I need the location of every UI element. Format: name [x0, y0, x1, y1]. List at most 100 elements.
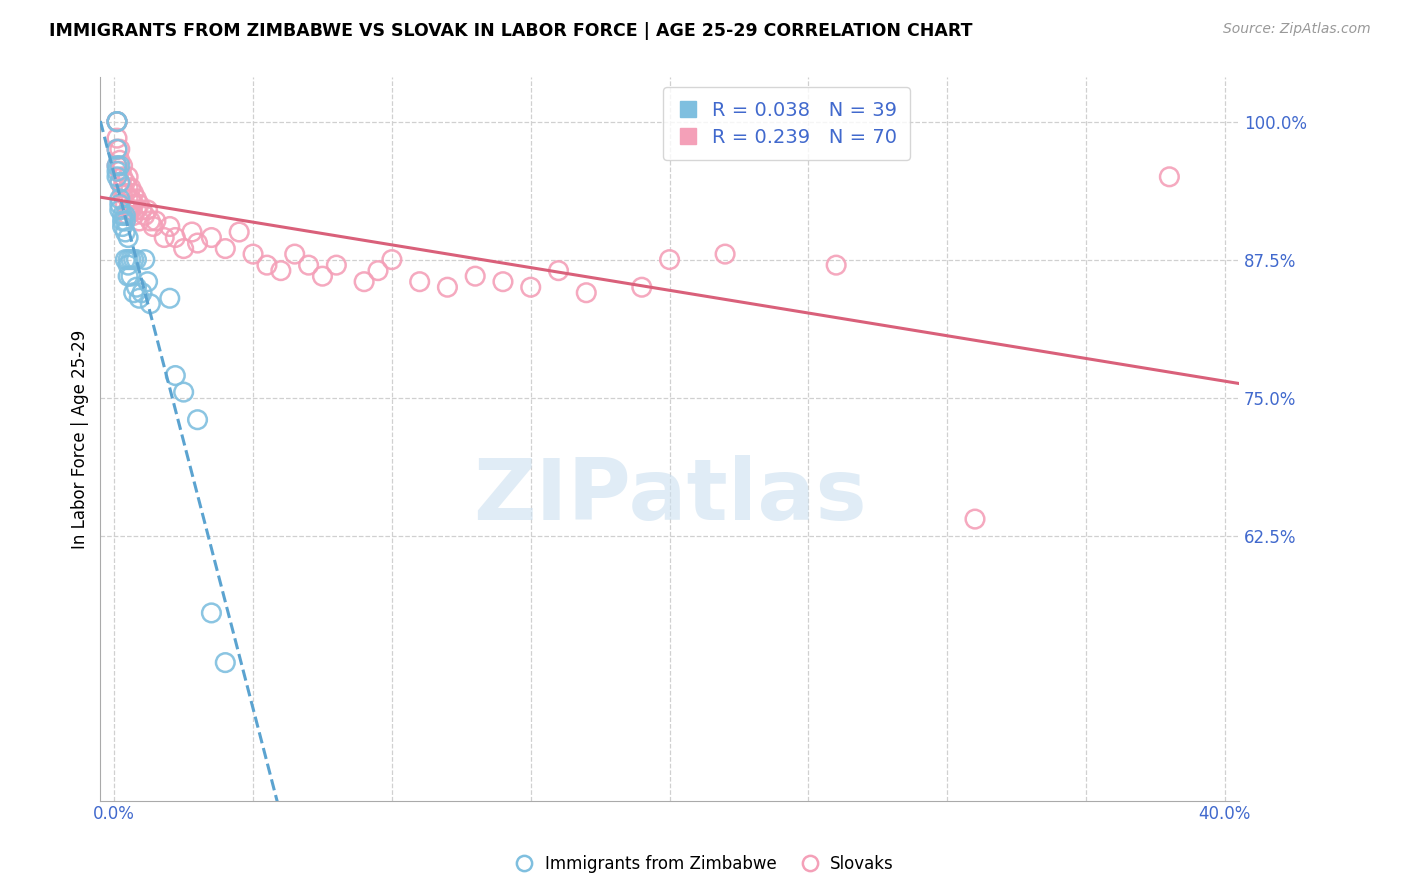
Point	[825, 258, 848, 272]
Point	[117, 252, 139, 267]
Point	[117, 202, 139, 217]
Point	[284, 247, 307, 261]
Point	[108, 153, 131, 168]
Point	[186, 235, 208, 250]
Point	[105, 159, 128, 173]
Point	[122, 186, 145, 201]
Point	[117, 181, 139, 195]
Point	[658, 252, 681, 267]
Point	[186, 413, 208, 427]
Point	[105, 142, 128, 156]
Point	[547, 263, 569, 277]
Point	[1159, 169, 1181, 184]
Point	[108, 175, 131, 189]
Point	[181, 225, 204, 239]
Point	[214, 242, 236, 256]
Point	[128, 197, 150, 211]
Point	[165, 368, 187, 383]
Point	[114, 225, 136, 239]
Point	[111, 214, 134, 228]
Point	[117, 269, 139, 284]
Point	[114, 252, 136, 267]
Point	[492, 275, 515, 289]
Point	[325, 258, 347, 272]
Point	[108, 175, 131, 189]
Point	[131, 202, 153, 217]
Point	[105, 114, 128, 128]
Text: IMMIGRANTS FROM ZIMBABWE VS SLOVAK IN LABOR FORCE | AGE 25-29 CORRELATION CHART: IMMIGRANTS FROM ZIMBABWE VS SLOVAK IN LA…	[49, 22, 973, 40]
Point	[117, 258, 139, 272]
Point	[436, 280, 458, 294]
Point	[464, 269, 486, 284]
Point	[120, 269, 142, 284]
Point	[125, 252, 148, 267]
Point	[122, 252, 145, 267]
Point	[108, 142, 131, 156]
Point	[242, 247, 264, 261]
Point	[134, 252, 156, 267]
Point	[173, 242, 195, 256]
Point	[122, 209, 145, 223]
Point	[120, 192, 142, 206]
Point	[963, 512, 986, 526]
Point	[142, 219, 165, 234]
Point	[117, 209, 139, 223]
Point	[120, 252, 142, 267]
Text: Source: ZipAtlas.com: Source: ZipAtlas.com	[1223, 22, 1371, 37]
Point	[111, 186, 134, 201]
Point	[117, 192, 139, 206]
Point	[105, 114, 128, 128]
Point	[139, 297, 162, 311]
Point	[114, 209, 136, 223]
Point	[117, 169, 139, 184]
Point	[519, 280, 541, 294]
Point	[575, 285, 598, 300]
Point	[105, 114, 128, 128]
Point	[114, 214, 136, 228]
Point	[173, 385, 195, 400]
Point	[114, 197, 136, 211]
Point	[108, 192, 131, 206]
Point	[108, 159, 131, 173]
Point	[159, 219, 181, 234]
Legend: R = 0.038   N = 39, R = 0.239   N = 70: R = 0.038 N = 39, R = 0.239 N = 70	[664, 87, 910, 161]
Point	[111, 159, 134, 173]
Point	[153, 230, 176, 244]
Point	[120, 181, 142, 195]
Point	[125, 202, 148, 217]
Point	[108, 164, 131, 178]
Point	[125, 280, 148, 294]
Point	[228, 225, 250, 239]
Point	[114, 175, 136, 189]
Point	[159, 291, 181, 305]
Legend: Immigrants from Zimbabwe, Slovaks: Immigrants from Zimbabwe, Slovaks	[505, 848, 901, 880]
Point	[367, 263, 389, 277]
Point	[111, 169, 134, 184]
Point	[136, 202, 159, 217]
Point	[131, 285, 153, 300]
Point	[111, 181, 134, 195]
Point	[105, 131, 128, 145]
Point	[311, 269, 333, 284]
Point	[353, 275, 375, 289]
Point	[108, 197, 131, 211]
Point	[108, 202, 131, 217]
Point	[120, 202, 142, 217]
Point	[128, 214, 150, 228]
Point	[200, 606, 222, 620]
Point	[408, 275, 430, 289]
Point	[122, 197, 145, 211]
Point	[200, 230, 222, 244]
Point	[381, 252, 404, 267]
Point	[214, 656, 236, 670]
Point	[128, 291, 150, 305]
Point	[111, 209, 134, 223]
Point	[630, 280, 652, 294]
Point	[105, 114, 128, 128]
Point	[134, 209, 156, 223]
Point	[714, 247, 737, 261]
Point	[111, 219, 134, 234]
Text: ZIPatlas: ZIPatlas	[472, 456, 866, 539]
Point	[125, 192, 148, 206]
Point	[117, 230, 139, 244]
